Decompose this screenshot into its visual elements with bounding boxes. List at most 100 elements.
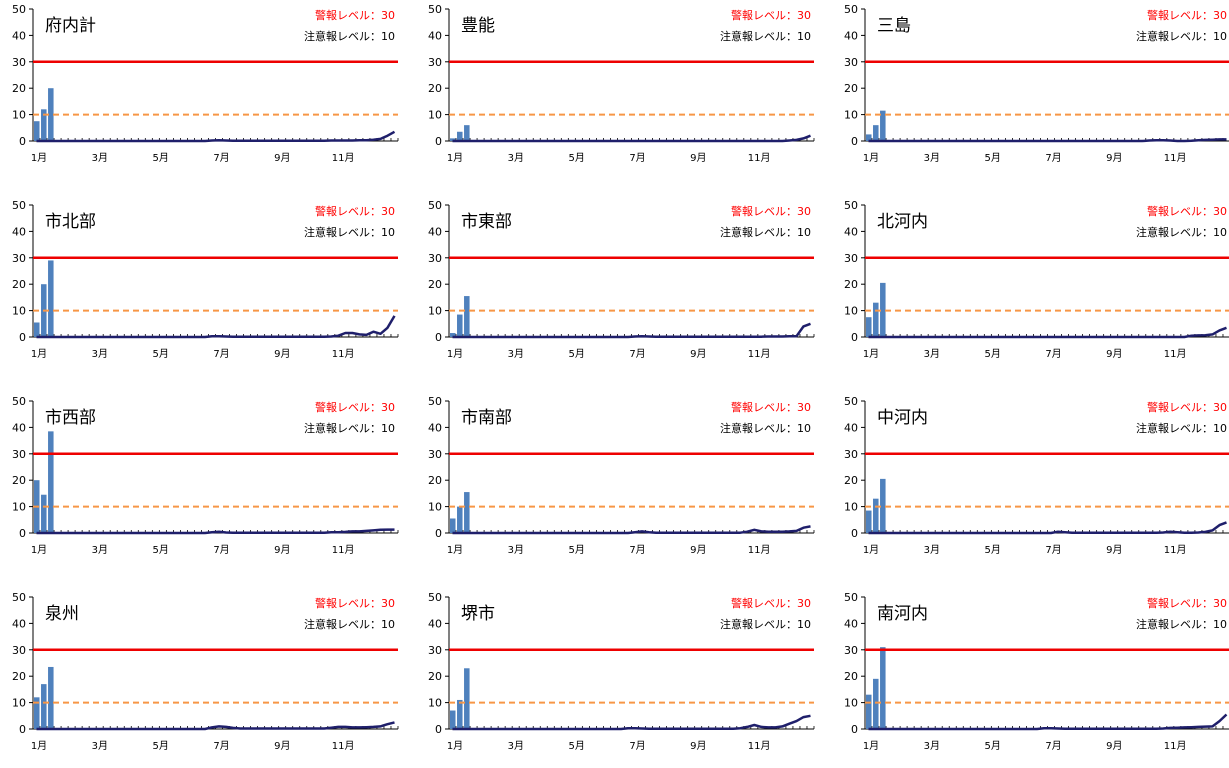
bar [450,710,456,729]
month-label: 11月 [1164,740,1187,752]
month-label: 11月 [332,152,355,164]
warning-level-label: 注意報レベル：10 [1136,617,1227,631]
month-label: 9月 [690,740,706,752]
month-label: 1月 [447,544,463,556]
chart-svg: 0 10 20 30 40 50 1月 3月 5月 7月 9月 11月 市北部 警報レベル：30 注意報レベ… [12,199,399,360]
bar [880,110,886,141]
month-label: 11月 [332,544,355,556]
month-label: 1月 [447,348,463,360]
warning-level-label: 注意報レベル：10 [304,29,395,43]
month-label: 1月 [31,740,47,752]
month-label: 11月 [332,740,355,752]
y-tick-label: 20 [428,82,442,95]
warning-level-label: 注意報レベル：10 [1136,225,1227,239]
y-tick-label: 50 [12,3,26,16]
y-tick-label: 30 [12,644,26,657]
bar [464,125,470,141]
alarm-level-label: 警報レベル：30 [315,596,395,610]
y-tick-label: 50 [844,591,858,604]
y-tick-label: 50 [428,199,442,212]
y-tick-label: 10 [844,697,858,710]
month-label: 5月 [984,348,1000,360]
month-label: 9月 [274,544,290,556]
chart-title: 中河内 [877,408,928,428]
y-tick-label: 30 [428,644,442,657]
y-tick-label: 50 [12,199,26,212]
y-tick-label: 0 [19,135,26,148]
bar [866,317,872,337]
chart-title: 南河内 [877,604,928,624]
y-tick-label: 0 [435,723,442,736]
chart-title: 泉州 [45,604,79,624]
chart-svg: 0 10 20 30 40 50 1月 3月 5月 7月 9月 11月 市南部 警報レベル：30 注意報レベ… [428,395,815,556]
y-tick-label: 20 [12,670,26,683]
series-line [452,322,811,339]
month-label: 7月 [213,544,229,556]
y-tick-label: 10 [428,501,442,514]
y-tick-label: 10 [844,305,858,318]
y-tick-label: 50 [12,591,26,604]
alarm-level-label: 警報レベル：30 [731,204,811,218]
bar [41,684,47,729]
y-tick-label: 0 [851,331,858,344]
y-tick-label: 40 [428,225,442,238]
chart-title: 府内計 [45,16,96,36]
series-line [452,525,811,535]
alarm-level-label: 警報レベル：30 [1147,8,1227,22]
y-tick-label: 40 [12,225,26,238]
month-label: 7月 [629,152,645,164]
bar [450,518,456,533]
bar [48,666,54,729]
y-tick-label: 20 [844,474,858,487]
series-line [868,521,1227,535]
month-label: 3月 [92,348,108,360]
chart-svg: 0 10 20 30 40 50 1月 3月 5月 7月 9月 11月 府内計 警報レベル：30 注意報レベ… [12,3,399,164]
month-label: 3月 [92,740,108,752]
series-line [36,528,395,535]
warning-level-label: 注意報レベル：10 [720,421,811,435]
month-label: 5月 [152,544,168,556]
chart-title: 北河内 [877,212,928,232]
month-label: 1月 [863,544,879,556]
y-tick-label: 40 [428,617,442,630]
month-label: 1月 [31,544,47,556]
warning-level-label: 注意報レベル：10 [304,617,395,631]
warning-level-label: 注意報レベル：10 [304,225,395,239]
warning-level-label: 注意報レベル：10 [1136,29,1227,43]
y-tick-label: 50 [428,591,442,604]
y-tick-label: 30 [844,56,858,69]
series-line [36,315,396,339]
series-line [452,714,811,731]
bar [873,498,879,533]
month-label: 7月 [629,740,645,752]
y-tick-label: 40 [12,29,26,42]
chart-svg: 0 10 20 30 40 50 1月 3月 5月 7月 9月 11月 南河内 警報レベル：30 注意報レベ… [844,591,1229,752]
y-tick-label: 0 [851,135,858,148]
month-label: 11月 [1164,348,1187,360]
chart-svg: 0 10 20 30 40 50 1月 3月 5月 7月 9月 11月 堺市 警報レベル：30 注意報レベル… [428,591,815,752]
bar [41,494,47,533]
bar [34,322,40,337]
month-label: 11月 [748,544,771,556]
y-tick-label: 30 [12,252,26,265]
chart-svg: 0 10 20 30 40 50 1月 3月 5月 7月 9月 11月 市東部 警報レベル：30 注意報レベ… [428,199,815,360]
chart-title: 堺市 [461,604,495,624]
y-tick-label: 50 [12,395,26,408]
y-tick-label: 30 [844,644,858,657]
bar [457,131,463,141]
y-tick-label: 0 [851,723,858,736]
y-tick-label: 20 [428,474,442,487]
chart-panel: 0 10 20 30 40 50 1月 3月 5月 7月 9月 11月 堺市 警報レベル：30 注意報レベル… [416,588,816,768]
chart-panel: 0 10 20 30 40 50 1月 3月 5月 7月 9月 11月 泉州 警報レベル：30 注意報レベル… [0,588,400,768]
chart-svg: 0 10 20 30 40 50 1月 3月 5月 7月 9月 11月 北河内 警報レベル：30 注意報レベ… [844,199,1229,360]
y-tick-label: 20 [844,82,858,95]
month-label: 1月 [863,152,879,164]
y-tick-label: 10 [844,501,858,514]
y-tick-label: 30 [428,56,442,69]
month-label: 3月 [924,152,940,164]
month-label: 11月 [748,740,771,752]
y-tick-label: 0 [435,135,442,148]
alarm-level-label: 警報レベル：30 [1147,596,1227,610]
chart-panel: 0 10 20 30 40 50 1月 3月 5月 7月 9月 11月 市南部 警報レベル：30 注意報レベ… [416,392,816,572]
month-label: 9月 [1106,740,1122,752]
